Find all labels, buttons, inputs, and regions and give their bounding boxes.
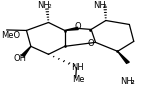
Polygon shape — [118, 51, 129, 63]
Text: O: O — [87, 39, 94, 48]
Text: 2: 2 — [130, 80, 134, 85]
Text: 2: 2 — [130, 80, 134, 85]
Text: 2: 2 — [103, 4, 107, 9]
Text: Me: Me — [72, 75, 85, 84]
Text: OH: OH — [14, 54, 27, 63]
Polygon shape — [65, 27, 78, 30]
Text: NH: NH — [93, 1, 106, 10]
Polygon shape — [21, 46, 31, 56]
Text: NH: NH — [71, 63, 84, 72]
Text: NH: NH — [37, 1, 50, 10]
Text: NH: NH — [121, 77, 133, 86]
Text: MeO: MeO — [1, 31, 20, 40]
Text: 2: 2 — [47, 4, 51, 9]
Text: O: O — [74, 22, 81, 32]
